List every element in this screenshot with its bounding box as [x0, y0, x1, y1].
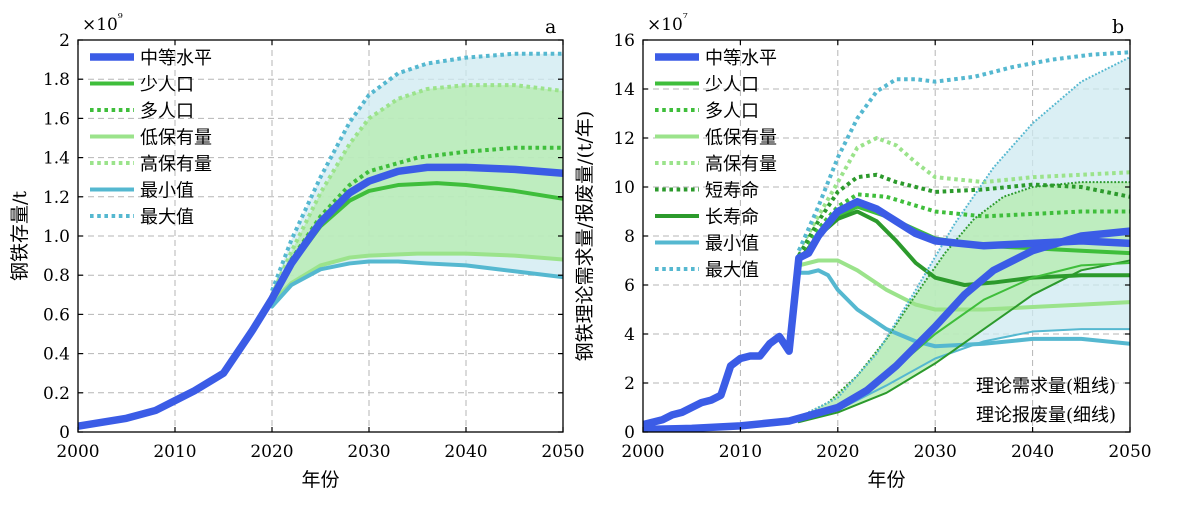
y-tick-label: 1.8 — [43, 70, 70, 90]
series-line — [797, 136, 1130, 252]
series-line — [270, 251, 563, 305]
series-line — [270, 259, 563, 309]
legend-entry: 长寿命 — [705, 207, 759, 228]
y-tick-label: 8 — [624, 227, 635, 247]
series-line — [78, 163, 563, 430]
legend-entry: 短寿命 — [705, 181, 759, 202]
y-tick-label: 10 — [613, 178, 635, 198]
y-tick-label: 4 — [624, 325, 635, 345]
y-tick-label: 0.2 — [43, 384, 70, 404]
y-tick-label: 14 — [613, 80, 635, 100]
series-line — [643, 197, 1130, 429]
legend-entry: 多人口 — [705, 101, 759, 122]
legend-entry: 低保有量 — [140, 128, 212, 149]
x-tick-label: 2010 — [719, 442, 762, 462]
series-line — [797, 259, 1130, 424]
series-line — [270, 83, 563, 296]
y-tick-label: 1.2 — [43, 188, 70, 208]
legend-entry: 最大值 — [140, 207, 194, 228]
legend-entry: 少人口 — [140, 75, 194, 96]
annotation-text: 理论需求量(粗线) — [976, 376, 1116, 397]
plot-area — [78, 51, 563, 430]
y-tick-label: 1.0 — [43, 227, 70, 247]
legend-entry: 多人口 — [140, 101, 194, 122]
x-tick-label: 2020 — [250, 442, 293, 462]
x-tick-label: 2000 — [621, 442, 664, 462]
x-axis-label: 年份 — [867, 469, 905, 491]
legend-entry: 中等水平 — [140, 48, 212, 69]
x-tick-label: 2010 — [153, 442, 196, 462]
plot-area — [643, 50, 1130, 432]
x-tick-label: 2050 — [541, 442, 584, 462]
shaded-band — [272, 85, 563, 303]
series-line — [796, 258, 1130, 312]
series-line — [643, 227, 1130, 432]
x-tick-label: 2040 — [444, 442, 487, 462]
y-tick-label: 0 — [59, 423, 70, 443]
x-tick-label: 2050 — [1108, 442, 1151, 462]
panel-letter: b — [1112, 16, 1124, 38]
y-tick-label: 1.4 — [43, 149, 70, 169]
x-tick-label: 2040 — [1011, 442, 1054, 462]
y-tick-label: 1.6 — [43, 109, 70, 129]
legend-entry: 高保有量 — [705, 154, 777, 175]
y-tick-label: 2 — [624, 374, 635, 394]
y-tick-label: 6 — [624, 276, 635, 296]
x-tick-label: 2000 — [56, 442, 99, 462]
legend-entry: 最小值 — [140, 181, 194, 202]
series-line — [796, 268, 1130, 349]
y-tick-label: 0.4 — [43, 345, 70, 365]
series-line — [797, 172, 1130, 257]
legend-entry: 最大值 — [705, 260, 759, 281]
y-axis-label: 钢铁存量/t — [9, 191, 31, 281]
series-line — [270, 51, 563, 292]
y-axis-label: 钢铁理论需求量/报废量/(t/年) — [574, 111, 596, 362]
chart-panel-b: 2000 2010 2020 2030 2040 2050 0 2 4 6 8 10 12 14 16 ×10… — [574, 11, 1152, 491]
legend-entry: 低保有量 — [705, 128, 777, 149]
axis-multiplier: ×10⁹ — [82, 11, 123, 35]
x-axis-label: 年份 — [301, 469, 339, 491]
axis-multiplier: ×10⁷ — [647, 11, 688, 35]
legend-entry: 高保有量 — [140, 154, 212, 175]
y-tick-label: 0.8 — [43, 266, 70, 286]
series-line — [797, 50, 1130, 252]
x-tick-label: 2030 — [914, 442, 957, 462]
x-tick-label: 2030 — [347, 442, 390, 462]
series-line — [798, 181, 1130, 419]
chart-panel-a: 2000 2010 2020 2030 2040 2050 0 0.2 0.4 0.6 0.8 1.0… — [9, 11, 585, 491]
y-tick-label: 2 — [59, 31, 70, 51]
panel-letter: a — [545, 16, 556, 38]
y-tick-label: 0.6 — [43, 305, 70, 325]
legend-entry: 最小值 — [705, 234, 759, 255]
y-tick-label: 0 — [624, 423, 635, 443]
y-tick-label: 16 — [613, 31, 635, 51]
x-tick-label: 2020 — [816, 442, 859, 462]
legend-entry: 中等水平 — [705, 48, 777, 69]
annotation-text: 理论报废量(细线) — [976, 405, 1116, 426]
y-tick-label: 12 — [613, 129, 635, 149]
legend-entry: 少人口 — [705, 75, 759, 96]
